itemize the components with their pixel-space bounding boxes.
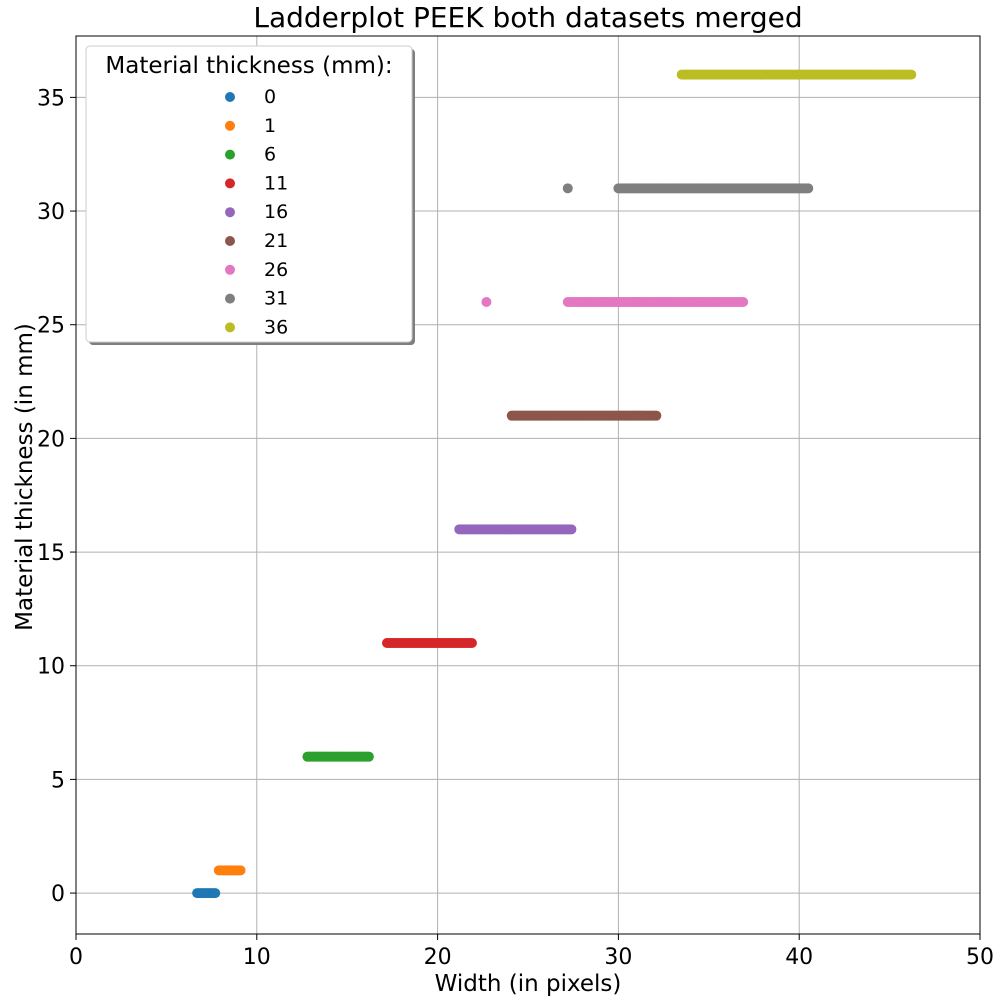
y-tick-label: 15	[37, 541, 65, 566]
y-tick-label: 5	[51, 768, 65, 793]
legend-label-6: 6	[264, 144, 276, 166]
data-point	[562, 183, 573, 194]
y-tick-label: 0	[51, 882, 65, 907]
data-point	[566, 524, 577, 535]
data-point	[803, 183, 814, 194]
y-tick-label: 10	[37, 655, 65, 680]
series-26	[481, 296, 749, 307]
x-tick-label: 40	[785, 945, 813, 970]
data-point	[738, 296, 749, 307]
x-tick-label: 30	[604, 945, 632, 970]
legend-label-11: 11	[264, 172, 288, 194]
chart-title: Ladderplot PEEK both datasets merged	[253, 1, 802, 34]
series-11	[381, 638, 477, 649]
legend-label-26: 26	[264, 259, 288, 281]
plot-frame	[75, 35, 981, 935]
series-31	[562, 183, 814, 194]
series-0	[192, 888, 221, 899]
y-axis-label: Material thickness (in mm)	[12, 323, 38, 631]
legend-label-36: 36	[264, 316, 288, 338]
y-tick-label: 25	[37, 314, 65, 339]
legend-box	[85, 45, 413, 343]
data-point	[363, 751, 374, 762]
legend-marker-0	[225, 92, 235, 102]
series-16	[454, 524, 577, 535]
y-tick-label: 35	[37, 86, 65, 111]
legend-marker-1	[225, 120, 235, 131]
data-points	[192, 69, 917, 899]
data-point	[651, 410, 662, 421]
grid	[75, 36, 981, 934]
x-axis-label: Width (in pixels)	[435, 971, 622, 997]
series-1	[213, 865, 246, 876]
legend-marker-6	[225, 149, 235, 160]
legend-marker-21	[225, 236, 235, 246]
legend-title: Material thickness (mm):	[105, 53, 392, 79]
x-tick-label: 10	[243, 945, 271, 970]
data-point	[210, 888, 221, 899]
data-point	[906, 69, 917, 80]
legend-label-31: 31	[264, 288, 288, 310]
legend-marker-16	[225, 207, 235, 218]
legend-marker-26	[225, 264, 235, 275]
legend-marker-11	[225, 178, 235, 189]
x-tick-label: 20	[424, 945, 452, 970]
legend-label-16: 16	[264, 201, 288, 223]
legend-label-0: 0	[264, 86, 276, 108]
data-point	[235, 865, 246, 876]
y-tick-label: 20	[37, 427, 65, 452]
legend-marker-31	[225, 293, 235, 304]
legend-marker-36	[225, 322, 235, 333]
x-tick-label: 0	[69, 945, 83, 970]
legend-label-21: 21	[264, 230, 288, 252]
data-point	[466, 638, 477, 649]
series-6	[302, 751, 374, 762]
series-36	[676, 69, 917, 80]
y-tick-label: 30	[37, 200, 65, 225]
series-21	[506, 410, 662, 421]
data-point	[481, 296, 492, 307]
legend-label-1: 1	[264, 115, 276, 137]
x-tick-label: 50	[966, 945, 994, 970]
